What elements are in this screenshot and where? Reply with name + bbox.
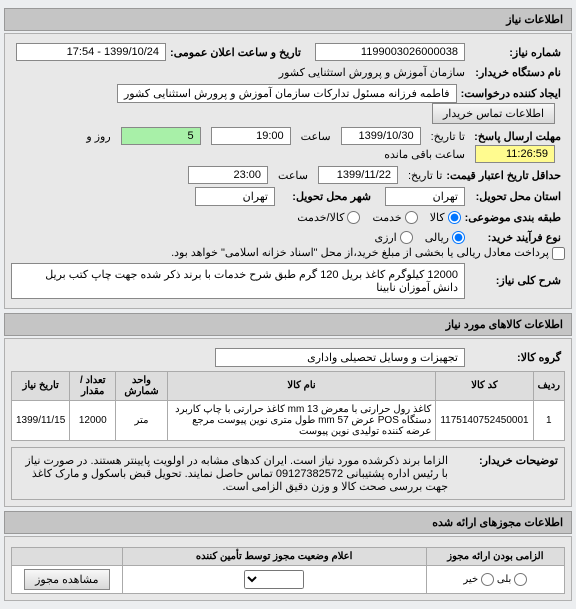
buyer-org-label: نام دستگاه خریدار:: [465, 64, 565, 81]
remain-label: ساعت باقی مانده: [384, 148, 465, 161]
note-text: الزاما برند ذکرشده مورد نیاز است. ایران …: [18, 454, 448, 493]
pt-rial-option[interactable]: ریالی: [425, 231, 465, 245]
days-label: روز و: [86, 130, 110, 143]
cell-name: کاغذ رول حرارتی با معرض mm 13 کاغذ حرارت…: [167, 400, 436, 440]
th-date: تاریخ نیاز: [12, 371, 70, 400]
cat-goods-option[interactable]: کالا: [430, 211, 461, 225]
cell-view: مشاهده مجوز: [12, 565, 123, 593]
category-label: طبقه بندی موضوعی:: [461, 209, 565, 226]
city-label: شهر محل تحویل:: [275, 188, 375, 205]
th-required: الزامی بودن ارائه مجوز: [426, 547, 564, 565]
pt-arzi-option[interactable]: ارزی: [374, 231, 412, 245]
status-select[interactable]: [244, 570, 304, 589]
credit-time: 23:00: [188, 166, 268, 184]
view-permit-button[interactable]: مشاهده مجوز: [24, 569, 109, 590]
permits-table: الزامی بودن ارائه مجوز اعلام وضعیت مجوز …: [11, 547, 565, 594]
cell-unit: متر: [116, 400, 168, 440]
announce-value: 1399/10/24 - 17:54: [16, 43, 166, 61]
permits-header: اطلاعات مجوزهای ارائه شده: [4, 511, 572, 534]
cell-qty: 12000: [70, 400, 116, 440]
permits-panel: الزامی بودن ارائه مجوز اعلام وضعیت مجوز …: [4, 536, 572, 601]
group-label: گروه کالا:: [465, 349, 565, 366]
cat-service-option[interactable]: خدمت: [372, 211, 417, 225]
deadline-time: 19:00: [211, 127, 291, 145]
contact-button[interactable]: اطلاعات تماس خریدار: [432, 103, 555, 124]
pt-note-option[interactable]: پرداخت معادل ریالی یا بخشی از مبلغ خرید،…: [171, 246, 565, 260]
goods-header: اطلاعات کالاهای مورد نیاز: [4, 313, 572, 336]
cell-required: بلی خیر: [426, 565, 564, 593]
to-label: تا تاریخ:: [431, 130, 465, 143]
table-row[interactable]: 1 1175140752450001 کاغذ رول حرارتی با مع…: [12, 400, 565, 440]
credit-deadline-label: حداقل تاریخ اعتبار قیمت:: [442, 167, 565, 184]
th-row: ردیف: [533, 371, 564, 400]
announce-label: تاریخ و ساعت اعلان عمومی:: [166, 44, 305, 61]
th-code: کد کالا: [436, 371, 533, 400]
need-no-label: شماره نیاز:: [465, 44, 565, 61]
creator-label: ایجاد کننده درخواست:: [457, 85, 565, 102]
credit-date: 1399/11/22: [318, 166, 398, 184]
purchase-type-label: نوع فرآیند خرید:: [465, 229, 565, 246]
cell-code: 1175140752450001: [436, 400, 533, 440]
time-label-2: ساعت: [278, 169, 308, 182]
main-desc-label: شرح کلی نیاز:: [465, 272, 565, 289]
buyer-note: توضیحات خریدار: الزاما برند ذکرشده مورد …: [11, 447, 565, 500]
note-label: توضیحات خریدار:: [448, 454, 558, 493]
province-value: تهران: [385, 187, 465, 206]
cell-status: [122, 565, 426, 593]
info-panel: شماره نیاز: 1199003026000038 تاریخ و ساع…: [4, 33, 572, 309]
group-value: تجهیزات و وسایل تحصیلی واداری: [215, 348, 465, 367]
creator-value: فاطمه فرزانه مسئول تدارکات سازمان آموزش …: [117, 84, 457, 103]
need-no: 1199003026000038: [315, 43, 465, 61]
cat-goods-service-option[interactable]: کالا/خدمت: [297, 211, 360, 225]
main-desc: 12000 کیلوگرم کاغذ بریل 120 گرم طبق شرح …: [11, 263, 465, 299]
remain-days: 5: [121, 127, 201, 145]
permit-row: بلی خیر مشاهده مجوز: [12, 565, 565, 593]
info-header: اطلاعات نیاز: [4, 8, 572, 31]
cell-row: 1: [533, 400, 564, 440]
time-label-1: ساعت: [301, 130, 331, 143]
th-status: اعلام وضعیت مجوز توسط تأمین کننده: [122, 547, 426, 565]
th-qty: تعداد / مقدار: [70, 371, 116, 400]
req-no[interactable]: خیر: [463, 574, 494, 585]
cell-date: 1399/11/15: [12, 400, 70, 440]
remain-time: 11:26:59: [475, 145, 555, 163]
deadline-date: 1399/10/30: [341, 127, 421, 145]
province-label: استان محل تحویل:: [465, 188, 565, 205]
buyer-org: سازمان آموزش و پرورش استثنایی کشور: [279, 66, 465, 79]
deadline-reply-label: مهلت ارسال پاسخ:: [465, 128, 565, 145]
th-unit: واحد شمارش: [116, 371, 168, 400]
credit-to-label: تا تاریخ:: [408, 169, 442, 182]
goods-panel: گروه کالا: تجهیزات و وسایل تحصیلی واداری…: [4, 338, 572, 507]
city-value: تهران: [195, 187, 275, 206]
th-name: نام کالا: [167, 371, 436, 400]
th-view: [12, 547, 123, 565]
req-yes[interactable]: بلی: [497, 574, 527, 585]
goods-table: ردیف کد کالا نام کالا واحد شمارش تعداد /…: [11, 371, 565, 441]
